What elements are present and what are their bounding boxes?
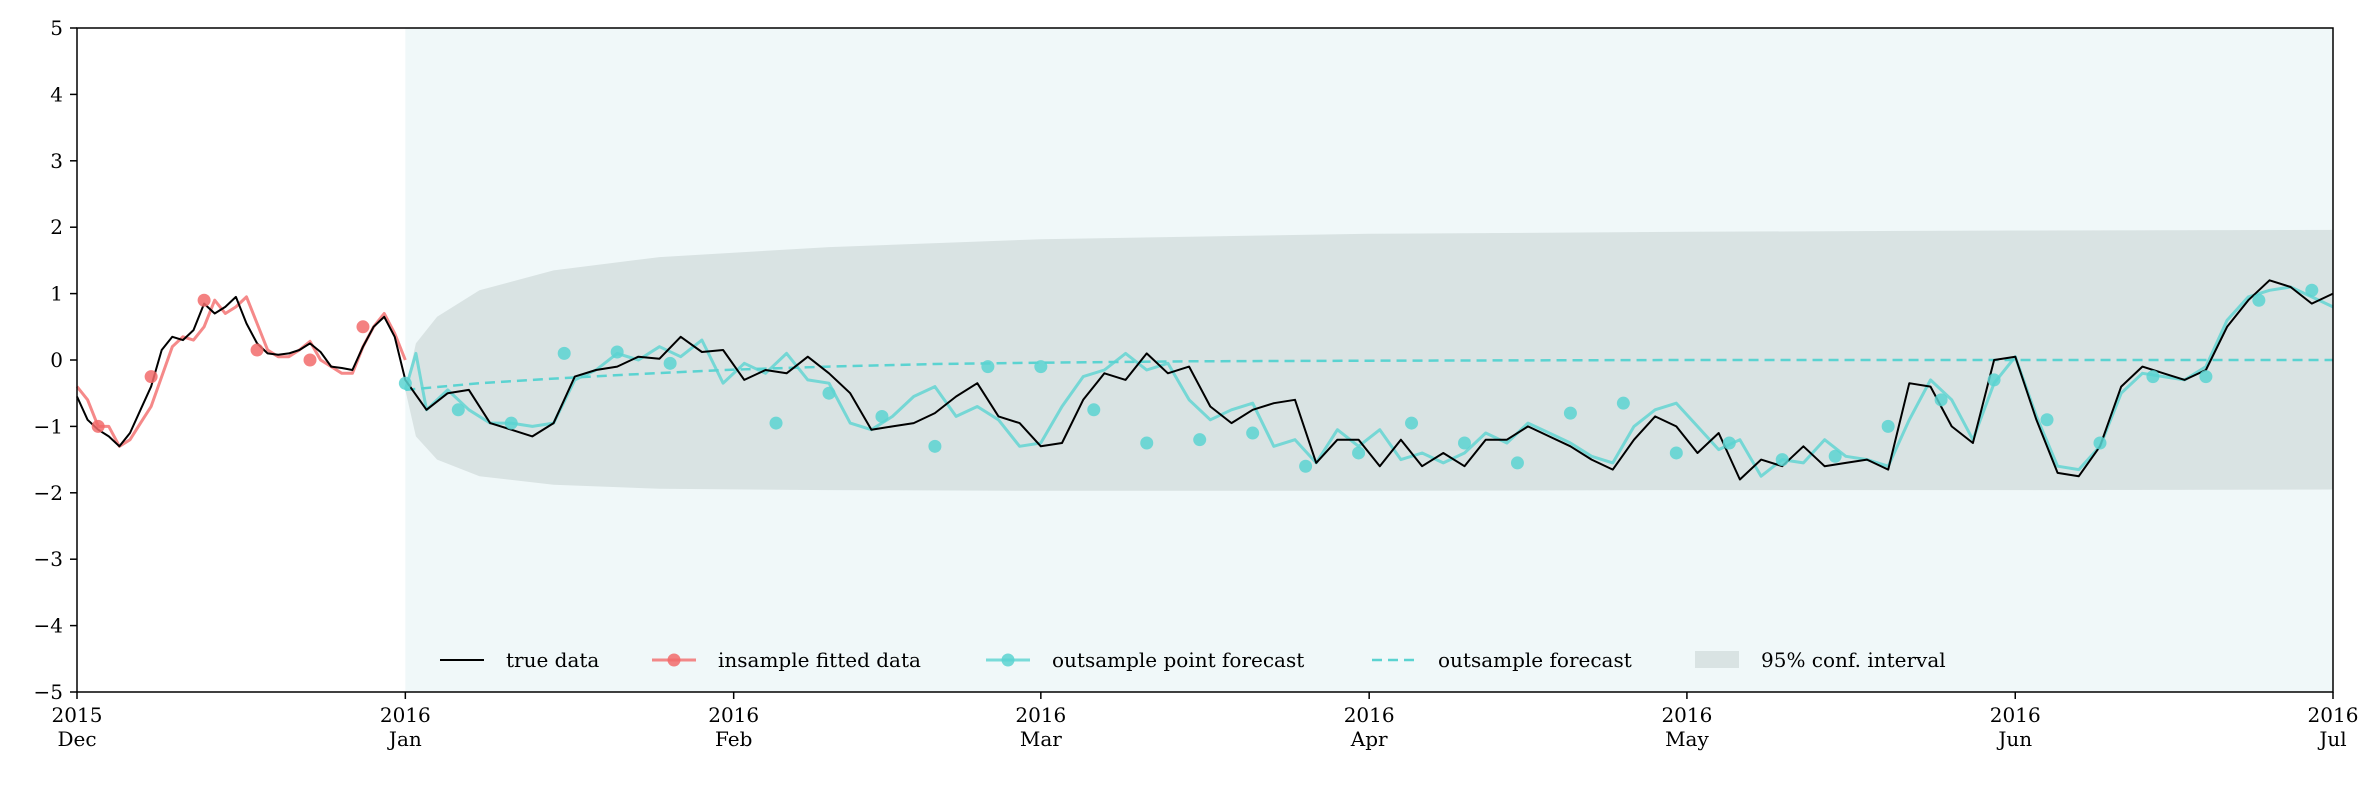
x-tick-label-year: 2016 xyxy=(1990,703,2041,727)
marker-outsample-point-forecast xyxy=(1987,373,2001,387)
series-line-insample-fitted-data xyxy=(75,295,407,448)
legend-swatch-95-conf-interval xyxy=(1695,651,1739,668)
marker-insample-fitted-data xyxy=(197,293,211,307)
marker-outsample-point-forecast xyxy=(398,376,412,390)
marker-outsample-point-forecast xyxy=(2040,413,2054,427)
series-line-true-data xyxy=(76,279,2334,481)
marker-insample-fitted-data xyxy=(91,419,105,433)
marker-outsample-point-forecast xyxy=(1140,436,1154,450)
marker-outsample-point-forecast xyxy=(451,403,465,417)
marker-outsample-point-forecast xyxy=(2093,436,2107,450)
marker-outsample-point-forecast xyxy=(2252,293,2266,307)
marker-insample-fitted-data xyxy=(144,370,158,384)
marker-insample-fitted-data xyxy=(250,343,264,357)
marker-outsample-point-forecast xyxy=(1352,446,1366,460)
x-tick-label-year: 2016 xyxy=(2308,703,2359,727)
marker-outsample-point-forecast xyxy=(1405,416,1419,430)
marker-outsample-point-forecast xyxy=(663,356,677,370)
y-tick-label: 4 xyxy=(50,82,63,106)
marker-outsample-point-forecast xyxy=(2199,370,2213,384)
y-tick-label: −5 xyxy=(34,680,63,704)
marker-outsample-point-forecast xyxy=(822,386,836,400)
x-tick-label-year: 2016 xyxy=(1661,703,1712,727)
marker-insample-fitted-data xyxy=(303,353,317,367)
legend-label-95-conf-interval: 95% conf. interval xyxy=(1761,648,1946,672)
y-tick-label: −4 xyxy=(34,614,63,638)
x-tick-label-month: Feb xyxy=(715,727,752,751)
marker-outsample-point-forecast xyxy=(1457,436,1471,450)
y-tick-label: 2 xyxy=(50,215,63,239)
x-tick-label-year: 2016 xyxy=(1015,703,1066,727)
marker-outsample-point-forecast xyxy=(2305,283,2319,297)
marker-outsample-point-forecast xyxy=(557,346,571,360)
marker-outsample-point-forecast xyxy=(1934,393,1948,407)
marker-outsample-point-forecast xyxy=(1510,456,1524,470)
series-line-outsample-point-forecast xyxy=(403,285,2334,478)
legend-item-insample-fitted-data: insample fitted data xyxy=(652,648,921,672)
legend-label-insample-fitted-data: insample fitted data xyxy=(718,648,921,672)
legend-item-outsample-point-forecast: outsample point forecast xyxy=(986,648,1304,672)
legend-label-outsample-forecast: outsample forecast xyxy=(1438,648,1632,672)
marker-outsample-point-forecast xyxy=(1828,449,1842,463)
y-tick-label: −3 xyxy=(34,547,63,571)
marker-outsample-point-forecast xyxy=(1087,403,1101,417)
marker-outsample-point-forecast xyxy=(1775,453,1789,467)
y-tick-label: 3 xyxy=(50,149,63,173)
x-tick-label-year: 2016 xyxy=(1344,703,1395,727)
marker-insample-fitted-data xyxy=(356,320,370,334)
x-tick-label-year: 2015 xyxy=(52,703,103,727)
legend-item-95-conf-interval: 95% conf. interval xyxy=(1695,648,1946,672)
marker-outsample-point-forecast xyxy=(1034,360,1048,374)
x-tick-label-month: Jan xyxy=(387,727,422,751)
series-line-outsample-forecast xyxy=(405,358,2333,392)
x-tick-label-month: Jul xyxy=(2317,727,2346,751)
legend-item-true-data: true data xyxy=(440,648,599,672)
x-tick-label-month: Jun xyxy=(1996,727,2032,751)
marker-outsample-point-forecast xyxy=(928,439,942,453)
legend-marker-outsample-point-forecast xyxy=(1001,653,1015,667)
legend-label-true-data: true data xyxy=(506,648,599,672)
x-tick-label-month: May xyxy=(1665,727,1709,751)
marker-outsample-point-forecast xyxy=(1246,426,1260,440)
legend-label-outsample-point-forecast: outsample point forecast xyxy=(1052,648,1304,672)
x-tick-label-year: 2016 xyxy=(380,703,431,727)
x-tick-label-month: Apr xyxy=(1350,727,1388,751)
marker-outsample-point-forecast xyxy=(1722,436,1736,450)
marker-outsample-point-forecast xyxy=(1299,459,1313,473)
marker-outsample-point-forecast xyxy=(1193,433,1207,447)
marker-outsample-point-forecast xyxy=(1669,446,1683,460)
marker-outsample-point-forecast xyxy=(1881,419,1895,433)
x-tick-label-month: Mar xyxy=(1020,727,1062,751)
legend-marker-insample-fitted-data xyxy=(667,653,681,667)
marker-outsample-point-forecast xyxy=(504,416,518,430)
marker-outsample-point-forecast xyxy=(875,409,889,423)
x-tick-label-year: 2016 xyxy=(708,703,759,727)
marker-outsample-point-forecast xyxy=(2146,370,2160,384)
y-tick-label: 0 xyxy=(50,348,63,372)
x-tick-label-month: Dec xyxy=(57,727,96,751)
marker-outsample-point-forecast xyxy=(981,360,995,374)
marker-outsample-point-forecast xyxy=(1616,396,1630,410)
y-tick-label: 5 xyxy=(50,16,63,40)
y-tick-label: −2 xyxy=(34,481,63,505)
marker-outsample-point-forecast xyxy=(1563,406,1577,420)
marker-outsample-point-forecast xyxy=(769,416,783,430)
y-tick-label: −1 xyxy=(34,414,63,438)
legend-item-outsample-forecast: outsample forecast xyxy=(1372,648,1632,672)
y-tick-label: 1 xyxy=(50,282,63,306)
marker-outsample-point-forecast xyxy=(610,345,624,359)
